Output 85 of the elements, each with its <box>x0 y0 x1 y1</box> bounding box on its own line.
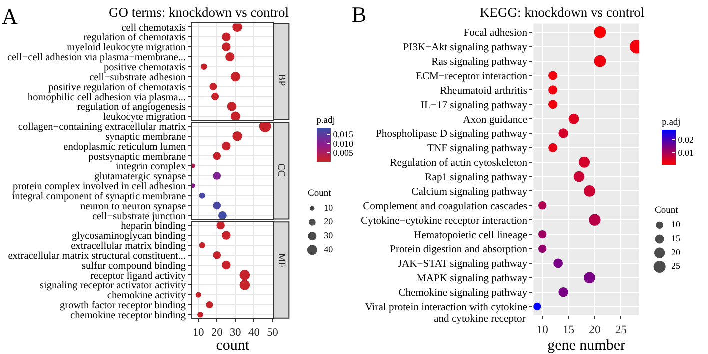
y-tick-label: Axon guidance <box>463 114 528 126</box>
chart-title: GO terms: knockdown vs control <box>109 5 290 20</box>
y-tick-label: positive regulation of chemotaxis <box>48 82 186 94</box>
y-tick-label: cell−substrate adhesion <box>90 72 186 84</box>
legend-label: 20 <box>324 216 334 227</box>
text: A <box>2 4 18 29</box>
legend-label: 15 <box>671 234 681 244</box>
text: MF <box>276 253 288 268</box>
text: CC <box>275 164 286 178</box>
y-tick-label: Rheumatoid arthritis <box>440 86 528 97</box>
y-tick-label: neuron to neuron synapse <box>80 201 186 212</box>
y-tick-label: receptor ligand activity <box>90 270 187 282</box>
y-tick-label: Complement and coagulation cascades <box>363 201 528 212</box>
y-tick-label: Regulation of actin cytoskeleton <box>390 158 528 170</box>
color-bar-label: 0.01 <box>678 148 694 158</box>
y-tick-label: synaptic membrane <box>106 132 186 143</box>
x-tick-label: 25 <box>615 323 628 336</box>
y-tick-label: heparin binding <box>121 221 186 232</box>
y-tick-label: Calcium signaling pathway <box>412 186 528 198</box>
y-tick-label: glutamatergic synapse <box>94 172 186 183</box>
text: B <box>352 2 367 27</box>
y-tick-label: TNF signaling pathway <box>428 144 528 155</box>
y-tick-label: IL−17 signaling pathway <box>420 100 528 112</box>
x-axis-title: count <box>216 338 250 354</box>
color-bar-title: p.adj <box>662 118 681 128</box>
y-tick-label: Ras signaling pathway <box>432 56 528 68</box>
y-tick-label: cell−cell adhesion via plasma−membrane... <box>7 52 186 64</box>
y-tick-label: Phospholipase D signaling pathway <box>376 129 528 140</box>
x-axis-title: gene number <box>548 338 626 354</box>
legend-label: 40 <box>324 244 334 254</box>
legend-label: 30 <box>324 230 334 241</box>
y-tick-label: signaling receptor activator activity <box>40 280 187 292</box>
y-tick-label: Cytokine−cytokine receptor interaction <box>360 216 528 227</box>
y-tick-label: MAPK signaling pathway <box>416 274 528 285</box>
legend-label: 20 <box>671 247 681 258</box>
color-bar-label: 0.010 <box>333 138 354 149</box>
y-tick-label: extracellular matrix structural constituent... <box>8 250 186 262</box>
y-tick-label: endoplasmic reticulum lumen <box>64 142 186 153</box>
y-tick-label: protein complex involved in cell adhesion <box>13 182 186 193</box>
y-tick-label: myeloid leukocyte migration <box>67 42 186 54</box>
legend-label: 25 <box>671 261 681 272</box>
y-tick-label: growth factor receptor binding <box>60 300 186 312</box>
legend-title: Count <box>655 206 679 216</box>
x-tick-label: 20 <box>211 326 224 339</box>
x-tick-label: 50 <box>267 326 279 339</box>
x-tick-label: 20 <box>589 323 601 336</box>
color-bar-label: 0.005 <box>333 148 354 158</box>
legend-title: Count <box>308 189 332 199</box>
y-tick-label: regulation of angiogenesis <box>77 102 186 114</box>
y-tick-label: ECM−receptor interaction <box>416 71 528 82</box>
y-tick-label: integral component of synaptic membrane <box>12 191 186 202</box>
color-bar-label: 0.015 <box>333 130 354 140</box>
x-tick-label: 10 <box>192 326 205 339</box>
y-tick-label: chemokine receptor binding <box>70 310 186 322</box>
y-tick-label: postsynaptic membrane <box>88 152 186 163</box>
chart-title: KEGG: knockdown vs control <box>480 5 645 20</box>
y-tick-label: cell−substrate junction <box>92 211 186 222</box>
x-tick-label: 10 <box>536 323 549 336</box>
color-bar-title: p.adj <box>316 116 336 126</box>
y-tick-label: leukocyte migration <box>103 112 186 124</box>
text: BP <box>276 74 287 87</box>
y-tick-label: cell chemotaxis <box>122 22 186 34</box>
y-tick-label: Chemokine signaling pathway <box>398 288 528 300</box>
y-tick-label: JAK−STAT signaling pathway <box>398 259 528 270</box>
y-tick-label: regulation of chemotaxis <box>84 32 186 44</box>
y-tick-label: integrin complex <box>116 162 187 173</box>
x-tick-label: 30 <box>230 326 242 339</box>
y-tick-label: Protein digestion and absorption <box>390 244 528 256</box>
y-tick-label: PI3K−Akt signaling pathway <box>403 42 528 54</box>
color-bar-label: 0.02 <box>678 135 694 146</box>
legend-label: 10 <box>671 220 681 230</box>
y-tick-label: extracellular matrix binding <box>71 241 186 252</box>
x-tick-label: 40 <box>248 326 260 339</box>
y-tick-label: positive chemotaxis <box>104 62 186 74</box>
y-tick-label: Focal adhesion <box>464 28 528 40</box>
category-label: Viral protein interaction with cytokine and cytokine receptor <box>365 302 528 325</box>
y-tick-label: homophilic cell adhesion via plasma... <box>28 92 186 104</box>
y-tick-label: sulfur compound binding <box>82 260 186 272</box>
y-tick-label: Hematopoietic cell lineage <box>414 230 528 242</box>
y-tick-label: collagen−containing extracellular matrix <box>18 122 187 133</box>
y-tick-label: Rap1 signaling pathway <box>425 172 528 184</box>
x-tick-label: 15 <box>562 323 575 336</box>
legend-label: 10 <box>324 202 334 213</box>
y-tick-label: glycosaminoglycan binding <box>72 231 186 242</box>
y-tick-label: chemokine activity <box>107 290 187 302</box>
